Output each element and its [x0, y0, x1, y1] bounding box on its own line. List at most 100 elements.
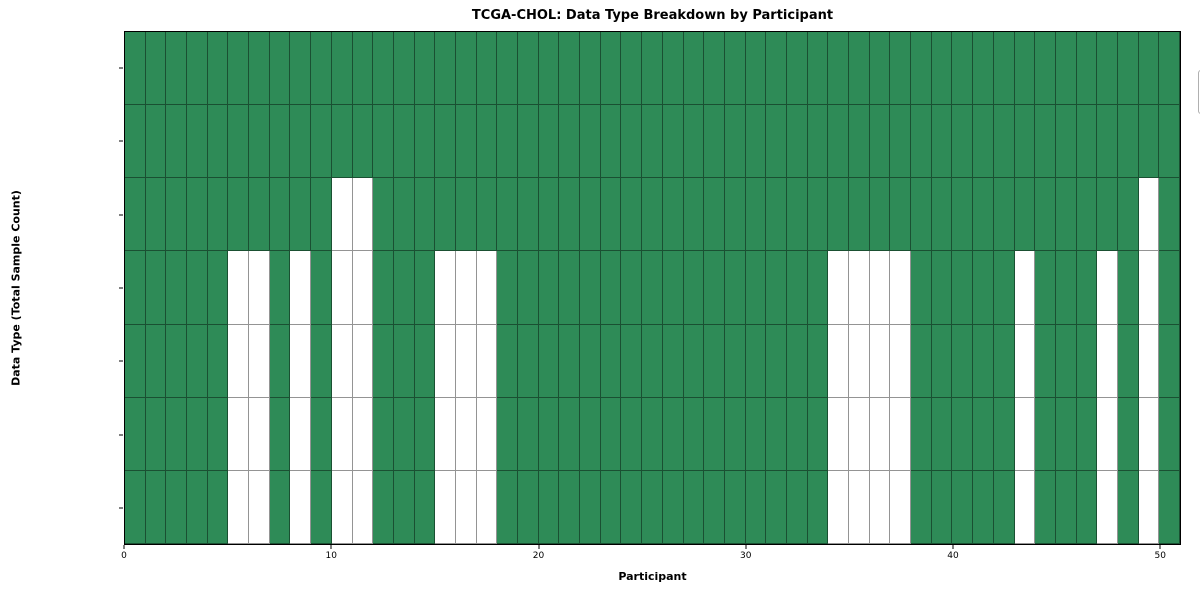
heatmap-cell: [704, 324, 725, 398]
heatmap-cell: [642, 178, 663, 252]
heatmap-cell: [1014, 105, 1036, 179]
heatmap-cell: [662, 32, 684, 106]
heatmap-cell: [455, 470, 477, 544]
heatmap-cell: [228, 105, 250, 179]
heatmap-cell: [373, 397, 394, 471]
heatmap-cell: [683, 470, 705, 544]
heatmap-cell: [518, 324, 539, 398]
heatmap-cell: [911, 105, 932, 179]
heatmap-cell: [766, 324, 787, 398]
heatmap-cell: [786, 397, 808, 471]
heatmap-cell: [207, 470, 229, 544]
heatmap-cell: [642, 251, 663, 325]
heatmap-cell: [435, 251, 456, 325]
heatmap-cell: [683, 397, 705, 471]
heatmap-cell: [931, 324, 953, 398]
heatmap-cell: [1117, 324, 1139, 398]
heatmap-cell: [931, 32, 953, 106]
heatmap-cell: [849, 178, 870, 252]
heatmap-cell: [290, 324, 312, 398]
heatmap-cell: [125, 105, 146, 179]
heatmap-cell: [559, 470, 581, 544]
heatmap-cell: [1035, 178, 1056, 252]
heatmap-cell: [1138, 105, 1160, 179]
heatmap-cell: [559, 105, 581, 179]
chart-title: TCGA-CHOL: Data Type Breakdown by Partic…: [471, 8, 834, 23]
heatmap-cell: [849, 105, 870, 179]
heatmap-cell: [766, 32, 787, 106]
heatmap-cell: [724, 470, 746, 544]
heatmap-cell: [538, 32, 560, 106]
heatmap-cell: [559, 178, 581, 252]
heatmap-cell: [952, 251, 974, 325]
heatmap-cell: [766, 178, 787, 252]
heatmap-cell: [145, 105, 167, 179]
x-tick-label: 40: [947, 551, 959, 561]
heatmap-cell: [807, 397, 829, 471]
heatmap-cell: [207, 251, 229, 325]
heatmap-cell: [290, 397, 312, 471]
heatmap-cell: [269, 397, 291, 471]
heatmap-cell: [414, 324, 436, 398]
heatmap-cell: [311, 32, 332, 106]
y-tick-mark: [119, 507, 123, 509]
heatmap-cell: [1035, 251, 1056, 325]
heatmap-cell: [1076, 251, 1098, 325]
heatmap-cell: [704, 470, 725, 544]
heatmap-cell: [393, 470, 415, 544]
heatmap-cell: [414, 251, 436, 325]
heatmap-cell: [228, 178, 250, 252]
heatmap-cell: [352, 251, 374, 325]
heatmap-cell: [1097, 105, 1118, 179]
heatmap-cell: [311, 324, 332, 398]
heatmap-cell: [828, 32, 850, 106]
heatmap-cell: [890, 32, 912, 106]
heatmap-cell: [414, 105, 436, 179]
heatmap-cell: [621, 470, 643, 544]
heatmap-cell: [993, 470, 1015, 544]
heatmap-cell: [125, 32, 146, 106]
heatmap-cell: [786, 178, 808, 252]
heatmap-cell: [207, 105, 229, 179]
heatmap-cell: [600, 251, 622, 325]
heatmap-cell: [497, 178, 519, 252]
heatmap-cell: [414, 178, 436, 252]
heatmap-cell: [311, 105, 332, 179]
x-tick-mark: [538, 545, 539, 549]
heatmap-cell: [476, 178, 498, 252]
heatmap-cell: [890, 470, 912, 544]
heatmap-cell: [745, 32, 767, 106]
x-axis-label: Participant: [618, 570, 687, 583]
heatmap-cell: [600, 32, 622, 106]
heatmap-cell: [455, 105, 477, 179]
heatmap-cell: [125, 470, 146, 544]
heatmap-cell: [621, 32, 643, 106]
heatmap-cell: [559, 251, 581, 325]
heatmap-cell: [207, 178, 229, 252]
heatmap-cell: [828, 470, 850, 544]
heatmap-cell: [807, 251, 829, 325]
heatmap-cell: [311, 470, 332, 544]
heatmap-cell: [662, 251, 684, 325]
heatmap-cell: [393, 324, 415, 398]
heatmap-cell: [1097, 178, 1118, 252]
heatmap-cell: [1117, 32, 1139, 106]
heatmap-cell: [249, 470, 270, 544]
heatmap-cell: [538, 105, 560, 179]
heatmap-cell: [828, 324, 850, 398]
heatmap-cell: [249, 105, 270, 179]
heatmap-cell: [145, 178, 167, 252]
heatmap-grid: [125, 32, 1180, 544]
heatmap-cell: [455, 397, 477, 471]
x-tick-mark: [330, 545, 332, 549]
heatmap-cell: [869, 178, 891, 252]
heatmap-cell: [497, 32, 519, 106]
plot-area: Present Absent: [124, 31, 1200, 545]
heatmap-cell: [1035, 105, 1056, 179]
heatmap-cell: [414, 397, 436, 471]
heatmap-cell: [993, 178, 1015, 252]
heatmap-cell: [807, 178, 829, 252]
heatmap-cell: [952, 32, 974, 106]
heatmap-cell: [911, 397, 932, 471]
